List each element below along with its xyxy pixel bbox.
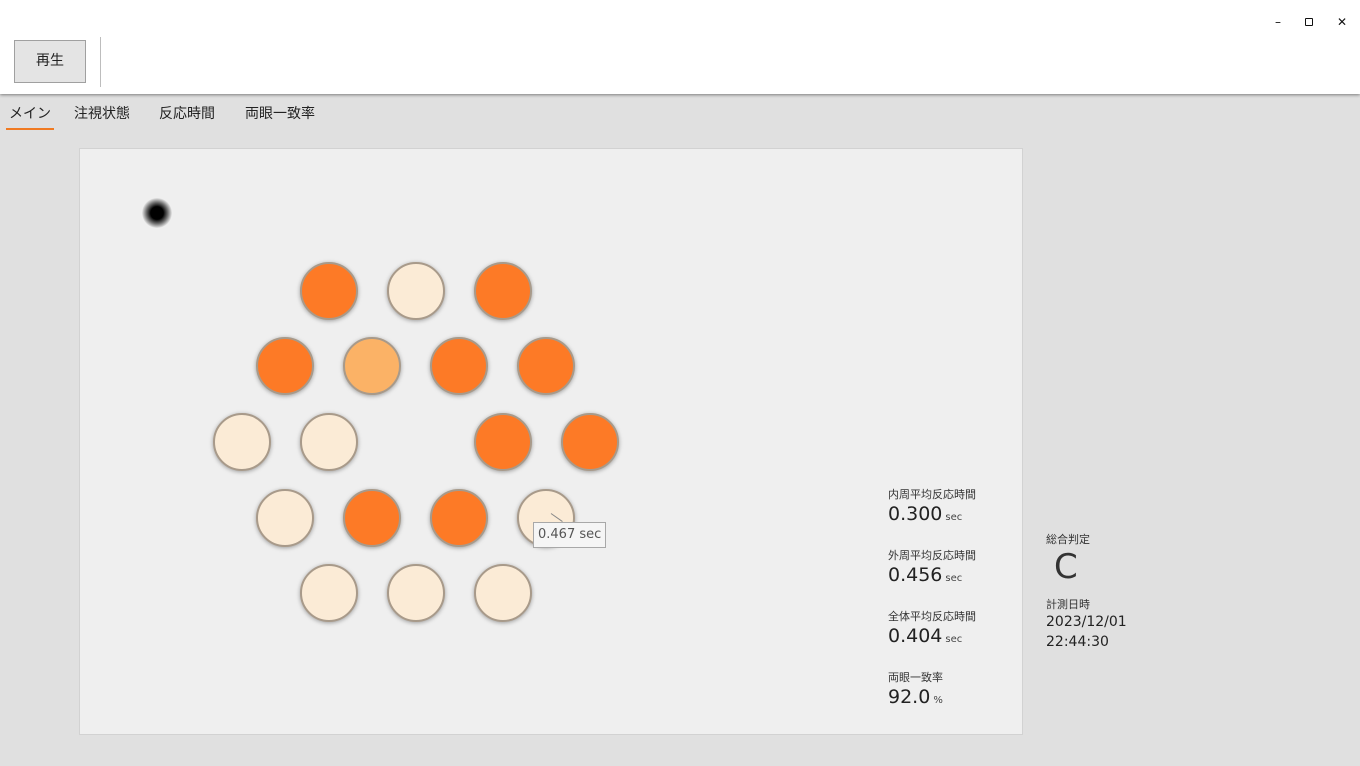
target-circle-dark[interactable] [474,262,532,320]
grade-value: C [1054,547,1078,587]
stat-inner-unit: sec [945,512,963,523]
stat-outer-avg: 外周平均反応時間 0.456 sec [888,549,976,591]
target-circle-dark[interactable] [517,337,575,395]
stat-total-avg: 全体平均反応時間 0.404 sec [888,610,976,652]
visual-field-panel [79,148,1023,735]
date-label: 計測日時 [1046,598,1090,611]
tab-main[interactable]: メイン [6,102,54,130]
stat-binocular-unit: % [933,695,943,706]
gaze-point-marker [142,198,172,228]
target-circle-light[interactable] [300,564,358,622]
target-circle-dark[interactable] [561,413,619,471]
stat-total-value: 0.404 [888,625,943,647]
stat-total-value-row: 0.404 sec [888,624,976,652]
stat-inner-label: 内周平均反応時間 [888,488,976,501]
target-circle-light[interactable] [213,413,271,471]
stat-outer-unit: sec [945,573,963,584]
close-icon[interactable]: ✕ [1336,15,1348,29]
tab-reaction-time[interactable]: 反応時間 [159,106,215,122]
target-circle-light[interactable] [387,564,445,622]
stat-outer-value-row: 0.456 sec [888,563,976,591]
grade-label: 総合判定 [1046,533,1090,546]
target-circle-medium[interactable] [343,337,401,395]
tab-gaze-state[interactable]: 注視状態 [74,106,130,122]
target-circle-light[interactable] [387,262,445,320]
stat-binocular: 両眼一致率 92.0% [888,671,943,713]
reaction-time-tooltip: 0.467 sec [533,522,607,548]
tab-binocular-match[interactable]: 両眼一致率 [245,106,315,122]
stat-binocular-value: 92.0 [888,686,931,708]
target-circle-dark[interactable] [343,489,401,547]
target-circle-light[interactable] [300,413,358,471]
stat-binocular-value-row: 92.0% [888,685,943,713]
target-circle-dark[interactable] [430,337,488,395]
play-button[interactable]: 再生 [14,40,86,83]
summary-section: 総合判定 C 計測日時 2023/12/01 22:44:30 [1046,533,1127,652]
target-circle-dark[interactable] [300,262,358,320]
target-circle-dark[interactable] [474,413,532,471]
target-circle-dark[interactable] [256,337,314,395]
measure-date: 2023/12/01 [1046,614,1127,630]
minimize-icon[interactable]: – [1275,15,1281,29]
target-circle-light[interactable] [474,564,532,622]
target-circle-light[interactable] [256,489,314,547]
restore-icon[interactable] [1298,12,1320,32]
stat-outer-value: 0.456 [888,564,943,586]
target-circle-dark[interactable] [430,489,488,547]
stat-inner-value-row: 0.300 sec [888,502,976,530]
title-bar: – ✕ 再生 [0,0,1360,94]
stat-inner-avg: 内周平均反応時間 0.300 sec [888,488,976,530]
stat-total-label: 全体平均反応時間 [888,610,976,623]
stat-binocular-label: 両眼一致率 [888,671,943,684]
toolbar-separator [100,37,101,87]
measure-time: 22:44:30 [1046,634,1109,650]
stat-inner-value: 0.300 [888,503,943,525]
stat-outer-label: 外周平均反応時間 [888,549,976,562]
stat-total-unit: sec [945,634,963,645]
